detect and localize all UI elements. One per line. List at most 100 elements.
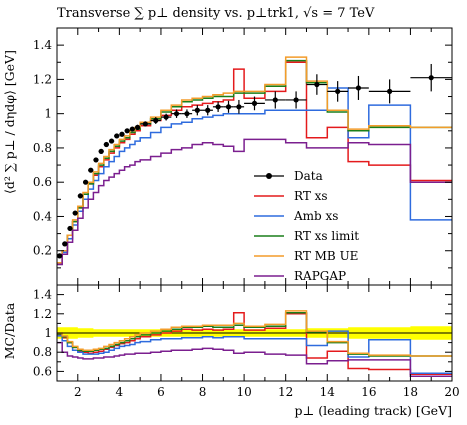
data-point-marker [98, 148, 104, 154]
data-point-marker [173, 111, 180, 117]
data-point [233, 99, 245, 114]
data-point-marker [293, 97, 299, 103]
data-point-marker [314, 81, 320, 88]
ratio-y-tick-label: 1.4 [33, 288, 52, 302]
data-point [88, 167, 94, 173]
x-tick-label: 2 [74, 385, 82, 399]
data-point [244, 96, 265, 111]
ratio-series-line-rt-xs [57, 312, 452, 376]
data-point-marker [124, 128, 130, 134]
data-point [264, 91, 286, 109]
data-point [140, 121, 151, 127]
x-tick-label: 18 [403, 385, 418, 399]
data-point [93, 157, 99, 163]
x-tick-label: 14 [320, 385, 336, 399]
data-point-marker [251, 100, 258, 106]
data-point-marker [215, 104, 221, 110]
data-point [171, 109, 182, 118]
x-tick-label: 6 [157, 385, 165, 399]
data-point-marker [93, 157, 99, 163]
main-y-tick-label: 0.2 [33, 244, 52, 258]
data-point [72, 210, 78, 216]
ratio-series-rapgap [57, 341, 452, 377]
data-point-marker [428, 75, 434, 81]
data-point-marker [236, 104, 242, 110]
data-point [77, 193, 83, 199]
data-point-marker [184, 111, 190, 117]
data-point [82, 179, 89, 185]
data-point-marker [272, 97, 278, 103]
ratio-y-tick-label: 0.6 [33, 364, 52, 378]
main-series-line-rapgap [57, 138, 452, 266]
main-series-line-rt-mb-ue [57, 56, 452, 264]
data-point [67, 225, 73, 232]
chart-title: Transverse ∑ p⊥ density vs. p⊥trk1, √s =… [57, 6, 375, 21]
legend-label-amb-xs: Amb xs [293, 209, 338, 223]
ratio-y-tick-label: 1.2 [33, 307, 52, 321]
data-point [202, 105, 213, 116]
x-tick-label: 12 [278, 385, 293, 399]
legend-label-rt-xs-limit: RT xs limit [294, 229, 359, 243]
data-point [368, 79, 411, 104]
data-point-marker [77, 193, 83, 199]
data-point-marker [82, 179, 89, 185]
data-point [62, 241, 68, 247]
x-tick-label: 4 [116, 385, 124, 399]
x-tick-label: 20 [444, 385, 459, 399]
main-series-rapgap [57, 138, 452, 266]
data-point-marker [225, 104, 232, 110]
data-point [160, 113, 172, 121]
data-point-marker [67, 225, 73, 232]
data-point-marker [103, 141, 109, 148]
data-point [223, 100, 234, 113]
ratio-y-tick-label: 1 [44, 326, 52, 340]
main-series-amb-xs [57, 87, 452, 266]
data-point [212, 101, 224, 112]
data-point [119, 131, 125, 137]
data-point [327, 81, 349, 102]
main-y-tick-label: 1.2 [33, 72, 52, 86]
ratio-series-rt-xs [57, 312, 452, 376]
main-series-line-amb-xs [57, 87, 452, 266]
ticks-layer [56, 27, 453, 382]
data-point-marker [62, 241, 68, 247]
x-tick-label: 8 [199, 385, 207, 399]
data-point-marker [108, 138, 115, 144]
data-point [129, 126, 135, 132]
main-y-axis-label: ⟨d² ∑ p⊥ / dηdφ⟩ [GeV] [2, 50, 17, 194]
data-point-marker [335, 88, 341, 94]
legend-label-rapgap: RAPGAP [294, 269, 346, 283]
main-y-tick-label: 0.4 [33, 209, 52, 223]
data-point-marker [114, 133, 120, 139]
data-point [410, 63, 452, 92]
data-point [124, 128, 130, 134]
legend-label-rt-xs: RT xs [294, 189, 328, 203]
data-point [114, 133, 120, 139]
main-y-tick-label: 1 [44, 107, 52, 121]
data-points-layer [56, 63, 452, 259]
ratio-series-rt-mb-ue [57, 310, 452, 357]
x-axis-label: p⊥ (leading track) [GeV] [294, 403, 452, 418]
ratio-series-line-rapgap [57, 341, 452, 377]
data-point-marker [56, 253, 63, 259]
data-point [181, 109, 193, 118]
legend-marker-data [266, 173, 272, 179]
data-point-marker [205, 107, 211, 113]
legend: Data RT xs Amb xs RT xs limit RT MB UE RAPGA… [254, 169, 359, 283]
data-point [108, 138, 115, 144]
data-point [98, 148, 104, 154]
ratio-series-line-rt-mb-ue [57, 310, 452, 357]
data-point-marker [163, 114, 169, 120]
data-point [150, 117, 161, 124]
data-point [192, 105, 203, 116]
tick-labels-layer: 2 4 6 8 10 12 14 16 18 20 0.2 0.4 0.6 0.8 1 1.2 1.4 0.6 0.… [33, 38, 460, 399]
data-point-marker [355, 85, 362, 91]
main-y-tick-label: 1.4 [33, 38, 52, 52]
ratio-series-amb-xs [57, 330, 452, 375]
ratio-y-tick-label: 0.8 [33, 345, 52, 359]
x-tick-label: 10 [236, 385, 251, 399]
data-point-marker [129, 126, 135, 132]
data-point-marker [387, 88, 393, 94]
